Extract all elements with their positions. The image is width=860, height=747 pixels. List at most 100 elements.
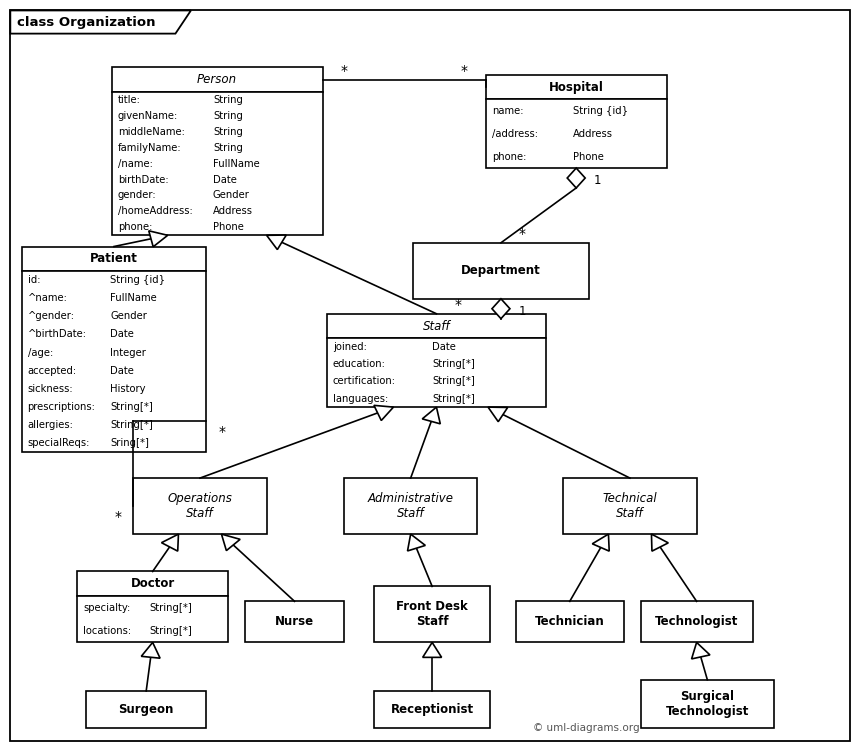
Text: Phone: Phone	[573, 152, 604, 161]
Text: ^name:: ^name:	[28, 294, 67, 303]
Text: Front Desk
Staff: Front Desk Staff	[396, 601, 468, 628]
Text: String {id}: String {id}	[110, 275, 165, 285]
Text: Surgical
Technologist: Surgical Technologist	[666, 690, 749, 718]
Text: FullName: FullName	[213, 158, 260, 169]
Bar	[22, 247, 206, 271]
Bar	[486, 99, 666, 168]
Bar	[486, 75, 666, 99]
Text: /age:: /age:	[28, 347, 52, 358]
Text: *: *	[218, 425, 225, 439]
Text: id:: id:	[28, 275, 40, 285]
Text: 1: 1	[519, 305, 526, 318]
Text: Department: Department	[461, 264, 541, 277]
Text: Sring[*]: Sring[*]	[110, 438, 149, 448]
Polygon shape	[222, 534, 240, 551]
Text: Technologist: Technologist	[655, 616, 738, 628]
Text: specialty:: specialty:	[83, 603, 131, 613]
Text: Patient: Patient	[90, 252, 138, 265]
Text: Administrative
Staff: Administrative Staff	[368, 492, 454, 520]
Text: Date: Date	[213, 175, 237, 185]
Text: familyName:: familyName:	[118, 143, 181, 152]
Text: String: String	[213, 95, 243, 105]
Polygon shape	[141, 642, 160, 658]
Polygon shape	[691, 642, 710, 659]
Text: Operations
Staff: Operations Staff	[168, 492, 232, 520]
Text: birthDate:: birthDate:	[118, 175, 169, 185]
Text: /homeAddress:: /homeAddress:	[118, 206, 193, 217]
Text: String[*]: String[*]	[432, 359, 475, 369]
Text: *: *	[519, 227, 526, 241]
Bar	[77, 596, 228, 642]
Text: phone:: phone:	[118, 223, 152, 232]
Text: certification:: certification:	[333, 376, 396, 386]
Text: middleName:: middleName:	[118, 127, 185, 137]
Bar	[374, 586, 490, 642]
Bar	[516, 601, 624, 642]
Text: Gender: Gender	[110, 311, 147, 321]
Text: String[*]: String[*]	[110, 402, 153, 412]
Text: Address: Address	[213, 206, 253, 217]
Bar	[112, 67, 322, 92]
Text: Person: Person	[197, 73, 237, 86]
Bar	[563, 478, 697, 534]
Text: String[*]: String[*]	[432, 376, 475, 386]
Polygon shape	[10, 10, 191, 34]
Text: title:: title:	[118, 95, 141, 105]
Text: Surgeon: Surgeon	[119, 703, 174, 716]
Text: gender:: gender:	[118, 190, 157, 200]
Bar	[641, 601, 752, 642]
Text: String {id}: String {id}	[573, 106, 628, 116]
Text: prescriptions:: prescriptions:	[28, 402, 95, 412]
Text: Staff: Staff	[422, 320, 451, 332]
Text: /name:: /name:	[118, 158, 153, 169]
Text: givenName:: givenName:	[118, 111, 178, 121]
Text: String[*]: String[*]	[150, 626, 193, 636]
Text: phone:: phone:	[492, 152, 526, 161]
Bar	[77, 571, 228, 596]
Text: History: History	[110, 384, 145, 394]
Bar	[374, 691, 490, 728]
Text: © uml-diagrams.org: © uml-diagrams.org	[533, 723, 640, 734]
Text: Receptionist: Receptionist	[390, 703, 474, 716]
Text: locations:: locations:	[83, 626, 132, 636]
Text: Technical
Staff: Technical Staff	[603, 492, 657, 520]
Text: joined:: joined:	[333, 342, 366, 352]
Bar	[344, 478, 477, 534]
Text: FullName: FullName	[110, 294, 157, 303]
Text: String[*]: String[*]	[432, 394, 475, 403]
Bar	[86, 691, 206, 728]
Polygon shape	[267, 235, 286, 249]
Text: specialReqs:: specialReqs:	[28, 438, 90, 448]
Text: Integer: Integer	[110, 347, 146, 358]
Polygon shape	[162, 534, 179, 551]
Text: sickness:: sickness:	[28, 384, 73, 394]
Text: Date: Date	[110, 365, 134, 376]
Text: name:: name:	[492, 106, 524, 116]
Text: *: *	[461, 64, 468, 78]
Text: ^birthDate:: ^birthDate:	[28, 329, 87, 339]
Polygon shape	[492, 299, 510, 319]
Text: String: String	[213, 127, 243, 137]
Polygon shape	[422, 407, 440, 424]
Text: Technician: Technician	[535, 616, 605, 628]
Text: ^gender:: ^gender:	[28, 311, 75, 321]
Polygon shape	[149, 231, 168, 247]
Text: Address: Address	[573, 128, 612, 139]
Polygon shape	[408, 534, 426, 551]
Polygon shape	[488, 407, 507, 422]
Text: allergies:: allergies:	[28, 420, 73, 430]
Text: Date: Date	[110, 329, 134, 339]
Text: /address:: /address:	[492, 128, 538, 139]
Text: accepted:: accepted:	[28, 365, 77, 376]
Text: String[*]: String[*]	[110, 420, 153, 430]
Text: education:: education:	[333, 359, 385, 369]
Text: Phone: Phone	[213, 223, 244, 232]
Text: 1: 1	[594, 174, 601, 187]
Text: Date: Date	[432, 342, 456, 352]
Text: *: *	[114, 510, 121, 524]
Bar	[133, 478, 267, 534]
Text: Nurse: Nurse	[275, 616, 314, 628]
Text: *: *	[341, 64, 347, 78]
Polygon shape	[422, 642, 442, 657]
Text: class Organization: class Organization	[17, 16, 156, 28]
